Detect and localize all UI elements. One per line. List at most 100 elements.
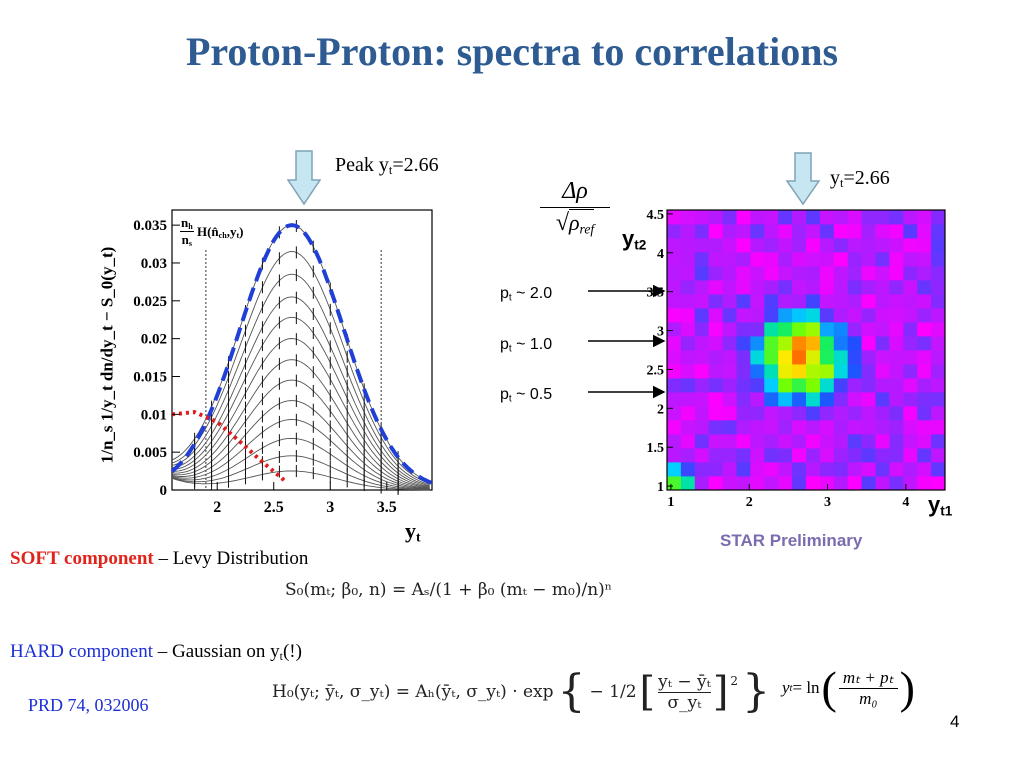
heatmap-cell <box>764 378 779 393</box>
heatmap-cell <box>833 308 849 323</box>
heatmap-cell <box>917 252 932 267</box>
heatmap-cell <box>903 420 918 435</box>
heatmap-cell <box>667 434 682 449</box>
spectrum-y-tick-label: 0.035 <box>133 218 167 234</box>
heatmap-cell <box>764 322 779 337</box>
heatmap-cell <box>806 350 821 365</box>
heatmap-cell <box>917 448 932 463</box>
heatmap-cell <box>708 434 723 449</box>
heatmap-cell <box>833 322 849 337</box>
heatmap-cell <box>861 378 876 393</box>
heatmap-cell <box>833 448 849 463</box>
heatmap-cell <box>847 364 862 379</box>
pt-arrows <box>588 284 666 399</box>
heatmap-cell <box>680 322 696 337</box>
heatmap-cell <box>736 434 751 449</box>
heatmap-cell <box>861 210 876 225</box>
heatmap-cell <box>708 224 723 239</box>
heatmap-cell <box>736 336 751 351</box>
heatmap-cell <box>889 336 904 351</box>
heatmap-cell <box>750 280 765 295</box>
heatmap-cell <box>875 350 890 365</box>
spectrum-y-axis-label: 1/n_s 1/y_t dn/dy_t − S_0(y_t) <box>97 246 117 464</box>
heatmap-cell <box>694 350 710 365</box>
reference: PRD 74, 032006 <box>28 695 149 715</box>
heatmap-cell <box>931 350 946 365</box>
spectrum-y-tick-label: 0.015 <box>133 369 167 385</box>
heatmap-cell <box>750 462 765 477</box>
heatmap-cell <box>708 378 723 393</box>
heatmap-cell <box>806 448 821 463</box>
heatmap-cell <box>750 336 765 351</box>
heatmap-y-tick-label: 3.5 <box>647 286 665 301</box>
heatmap-x-axis-label: yt1 <box>928 492 953 519</box>
heatmap-cell <box>875 322 890 337</box>
heatmap-cell <box>903 378 918 393</box>
spectrum-y-tick-label: 0.005 <box>133 445 167 461</box>
heatmap-cell <box>819 462 835 477</box>
heatmap-cell <box>764 224 779 239</box>
heatmap-cell <box>875 406 890 421</box>
heatmap-cell <box>708 280 723 295</box>
heatmap-cell <box>680 350 696 365</box>
heatmap-cell <box>694 238 710 253</box>
heatmap-cell <box>806 406 821 421</box>
heatmap-cell <box>833 294 849 309</box>
heatmap-cell <box>875 224 890 239</box>
heatmap-cell <box>680 238 696 253</box>
heatmap-cell <box>931 420 946 435</box>
heatmap-cell <box>722 308 737 323</box>
heatmap-cell <box>861 448 876 463</box>
heatmap-cell <box>792 308 807 323</box>
heatmap-cell <box>694 294 710 309</box>
heatmap-cell <box>708 294 723 309</box>
hard-fit-curve <box>170 223 433 485</box>
spectrum-chart: 2 2.5 3 3.5 0 0.005 0.01 0.015 0.02 0.025 0.03 0.03… <box>133 209 433 516</box>
heatmap-cell <box>819 336 835 351</box>
correlation-heatmap: 1 2 3 4 1 1.5 2 2.5 3 3.5 4 4.5 <box>647 208 946 510</box>
heatmap-cell <box>917 294 932 309</box>
heatmap-cell <box>722 350 737 365</box>
heatmap-cell <box>861 350 876 365</box>
heatmap-cell <box>889 448 904 463</box>
heatmap-cell <box>792 392 807 407</box>
heatmap-cell <box>722 364 737 379</box>
spectrum-y-tick-label: 0.02 <box>141 332 167 348</box>
heatmap-cell <box>847 378 862 393</box>
heatmap-cell <box>903 294 918 309</box>
spectrum-y-tick-label: 0.025 <box>133 294 167 310</box>
heatmap-cell <box>931 378 946 393</box>
heatmap-cell <box>667 224 682 239</box>
spectrum-x-tick-label: 2.5 <box>264 499 284 516</box>
heatmap-cell <box>667 308 682 323</box>
heatmap-cell <box>778 252 793 267</box>
heatmap-cell <box>736 210 751 225</box>
heatmap-cell <box>917 476 932 491</box>
heatmap-cell <box>680 210 696 225</box>
heatmap-cell <box>750 476 765 491</box>
heatmap-cell <box>917 392 932 407</box>
heatmap-cell <box>806 224 821 239</box>
heatmap-cell <box>764 364 779 379</box>
hard-component-line: HARD component – Gaussian on yt(!) <box>10 641 302 663</box>
spectrum-curve <box>171 400 430 490</box>
heatmap-cell <box>694 210 710 225</box>
heatmap-cell <box>708 210 723 225</box>
heatmap-cell <box>722 420 737 435</box>
spectrum-x-tick-label: 2 <box>213 499 221 516</box>
heatmap-cell <box>819 406 835 421</box>
heatmap-cell <box>847 210 862 225</box>
heatmap-cell <box>667 462 682 477</box>
soft-component-name: SOFT component <box>10 548 154 569</box>
heatmap-cell <box>667 266 682 281</box>
heatmap-cell <box>931 462 946 477</box>
heatmap-cell <box>764 406 779 421</box>
heatmap-cell <box>833 336 849 351</box>
heatmap-cell <box>847 448 862 463</box>
heatmap-cell <box>917 280 932 295</box>
delta-rho-label: Δρ √ρref <box>540 178 610 237</box>
heatmap-cell <box>903 364 918 379</box>
heatmap-cell <box>819 448 835 463</box>
heatmap-cell <box>833 434 849 449</box>
heatmap-cell <box>903 462 918 477</box>
